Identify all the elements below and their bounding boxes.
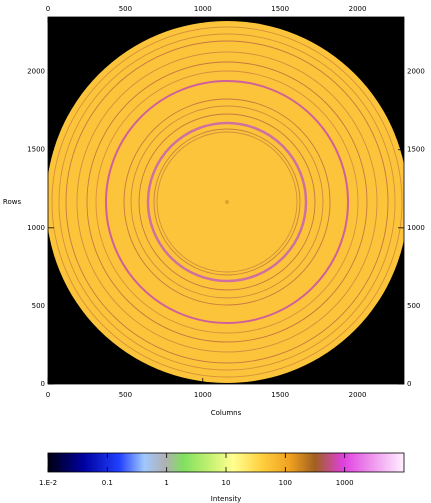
colorbar-tick-label: 1	[164, 479, 168, 487]
y-tick-label: 0	[41, 380, 45, 388]
x-tick-label-top: 1500	[271, 5, 289, 13]
y-tick-label-right: 0	[407, 380, 411, 388]
y-tick-label: 1000	[27, 224, 45, 232]
colorbar-tick-label: 100	[279, 479, 292, 487]
x-tick-label: 2000	[349, 391, 367, 399]
x-tick-label-top: 2000	[349, 5, 367, 13]
x-tick-label: 1500	[271, 391, 289, 399]
y-tick-label-right: 2000	[407, 68, 425, 76]
y-tick-label-right: 500	[407, 302, 420, 310]
x-tick-label: 1000	[194, 391, 212, 399]
x-tick-label: 500	[119, 391, 132, 399]
x-tick-label-top: 0	[46, 5, 50, 13]
y-axis-label: Rows	[3, 198, 22, 206]
colorbar-label: Intensity	[211, 495, 241, 503]
colorbar-tick-label: 10	[222, 479, 231, 487]
x-tick-label: 0	[46, 391, 50, 399]
y-tick-label-right: 1000	[407, 224, 425, 232]
image	[48, 17, 404, 384]
y-tick-label: 500	[32, 302, 45, 310]
colorbar-tick-label: 1.E-2	[39, 479, 57, 487]
colorbar-tick-label: 0.1	[102, 479, 113, 487]
colorbar-tick-label: 1000	[336, 479, 354, 487]
x-axis-label: Columns	[211, 409, 242, 417]
y-tick-label: 2000	[27, 68, 45, 76]
plot-frame	[47, 16, 405, 385]
x-tick-label-top: 1000	[194, 5, 212, 13]
x-tick-label-top: 500	[119, 5, 132, 13]
y-tick-label: 1500	[27, 146, 45, 154]
y-tick-label-right: 1500	[407, 146, 425, 154]
